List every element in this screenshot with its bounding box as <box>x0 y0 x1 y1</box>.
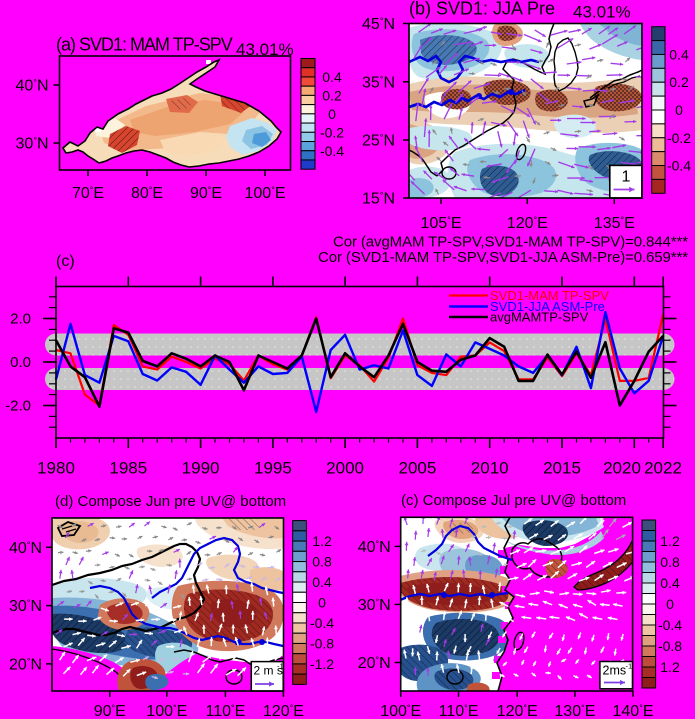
svg-text:2ms: 2ms <box>603 664 627 678</box>
svg-text:2015: 2015 <box>543 459 581 478</box>
svg-text:Cor (SVD1-MAM TP-SPV,SVD1-JJA: Cor (SVD1-MAM TP-SPV,SVD1-JJA ASM-Pre)=0… <box>318 249 688 266</box>
svg-text:15°N: 15°N <box>362 191 395 208</box>
svg-text:80°E: 80°E <box>131 185 163 202</box>
svg-text:-0.4: -0.4 <box>320 143 344 159</box>
svg-text:0: 0 <box>318 595 326 611</box>
svg-text:20°N: 20°N <box>9 656 42 673</box>
svg-text:40°N: 40°N <box>358 539 391 556</box>
svg-text:0.2: 0.2 <box>669 74 689 90</box>
svg-text:-0.2: -0.2 <box>320 124 344 140</box>
svg-text:43.01%: 43.01% <box>236 40 294 59</box>
svg-text:120°E: 120°E <box>507 215 548 232</box>
svg-text:-0.2: -0.2 <box>667 130 691 146</box>
svg-text:Cor (avgMAM TP-SPV,SVD1-MAM TP: Cor (avgMAM TP-SPV,SVD1-MAM TP-SPV)=0.84… <box>333 234 688 251</box>
svg-text:43.01%: 43.01% <box>573 3 631 22</box>
svg-text:-1.2: -1.2 <box>310 656 334 672</box>
svg-text:105°E: 105°E <box>421 215 462 232</box>
svg-text:avgMAMTP-SPV: avgMAMTP-SPV <box>490 310 589 325</box>
svg-text:1: 1 <box>622 169 631 186</box>
svg-text:25°N: 25°N <box>362 133 395 150</box>
svg-text:2020: 2020 <box>603 459 641 478</box>
svg-text:(c) Compose Jul pre UV@ bottom: (c) Compose Jul pre UV@ bottom <box>401 492 626 509</box>
svg-text:-2.0: -2.0 <box>5 398 31 415</box>
svg-text:70°E: 70°E <box>72 185 104 202</box>
svg-text:0.8: 0.8 <box>660 554 680 570</box>
svg-text:-0.4: -0.4 <box>310 615 334 631</box>
svg-text:1980: 1980 <box>37 459 75 478</box>
svg-text:30°N: 30°N <box>16 136 49 153</box>
svg-text:90°E: 90°E <box>190 185 222 202</box>
svg-text:-0.4: -0.4 <box>667 158 691 174</box>
svg-text:-1: -1 <box>277 662 284 671</box>
svg-text:30°N: 30°N <box>9 598 42 615</box>
svg-text:-0.8: -0.8 <box>658 638 682 654</box>
svg-text:35°N: 35°N <box>362 74 395 91</box>
svg-text:0.2: 0.2 <box>322 87 342 103</box>
svg-text:2005: 2005 <box>398 459 436 478</box>
svg-text:0: 0 <box>675 102 683 118</box>
svg-text:SVD1-JJA ASM-Pre: SVD1-JJA ASM-Pre <box>490 299 605 314</box>
svg-text:20°N: 20°N <box>358 655 391 672</box>
svg-text:(b) SVD1: JJA Pre: (b) SVD1: JJA Pre <box>409 0 555 19</box>
svg-text:40°N: 40°N <box>9 540 42 557</box>
svg-text:-0.4: -0.4 <box>658 617 682 633</box>
svg-text:130°E: 130°E <box>554 703 595 719</box>
svg-text:2000: 2000 <box>326 459 364 478</box>
svg-text:(a) SVD1: MAM TP-SPV: (a) SVD1: MAM TP-SPV <box>56 35 233 55</box>
svg-text:45°N: 45°N <box>362 16 395 33</box>
svg-text:SVD1-MAM TP-SPV: SVD1-MAM TP-SPV <box>490 288 609 303</box>
svg-text:135°E: 135°E <box>594 215 635 232</box>
svg-text:2.0: 2.0 <box>10 311 31 328</box>
svg-text:(c): (c) <box>56 253 75 270</box>
svg-text:120°E: 120°E <box>497 703 538 719</box>
svg-text:-1: -1 <box>626 662 633 671</box>
svg-text:110°E: 110°E <box>206 703 246 719</box>
svg-text:0.4: 0.4 <box>312 574 332 590</box>
svg-text:2 m s: 2 m s <box>254 664 283 678</box>
svg-text:0.4: 0.4 <box>322 69 342 85</box>
svg-text:30°N: 30°N <box>358 597 391 614</box>
svg-text:1.2: 1.2 <box>660 533 680 549</box>
svg-text:1990: 1990 <box>182 459 220 478</box>
svg-text:120°E: 120°E <box>263 703 304 719</box>
svg-text:2022: 2022 <box>644 459 682 478</box>
svg-text:0.4: 0.4 <box>669 47 689 63</box>
svg-text:0.0: 0.0 <box>10 354 31 371</box>
svg-text:1985: 1985 <box>109 459 147 478</box>
svg-text:110°E: 110°E <box>439 703 479 719</box>
svg-text:0.4: 0.4 <box>660 575 680 591</box>
svg-text:140°E: 140°E <box>613 703 654 719</box>
svg-text:(d) Compose Jun pre UV@ bottom: (d) Compose Jun pre UV@ bottom <box>55 493 286 510</box>
svg-text:2010: 2010 <box>471 459 509 478</box>
svg-text:40°N: 40°N <box>16 78 49 95</box>
svg-text:100°E: 100°E <box>380 703 421 719</box>
svg-text:-0.8: -0.8 <box>310 636 334 652</box>
svg-text:0: 0 <box>666 596 674 612</box>
svg-text:0: 0 <box>328 106 336 122</box>
svg-text:100°E: 100°E <box>245 185 286 202</box>
svg-text:1.2: 1.2 <box>312 533 332 549</box>
svg-text:0.8: 0.8 <box>312 554 332 570</box>
svg-text:1995: 1995 <box>254 459 292 478</box>
svg-text:90°E: 90°E <box>94 703 126 719</box>
svg-text:1.2: 1.2 <box>660 659 680 675</box>
svg-text:100°E: 100°E <box>146 703 187 719</box>
